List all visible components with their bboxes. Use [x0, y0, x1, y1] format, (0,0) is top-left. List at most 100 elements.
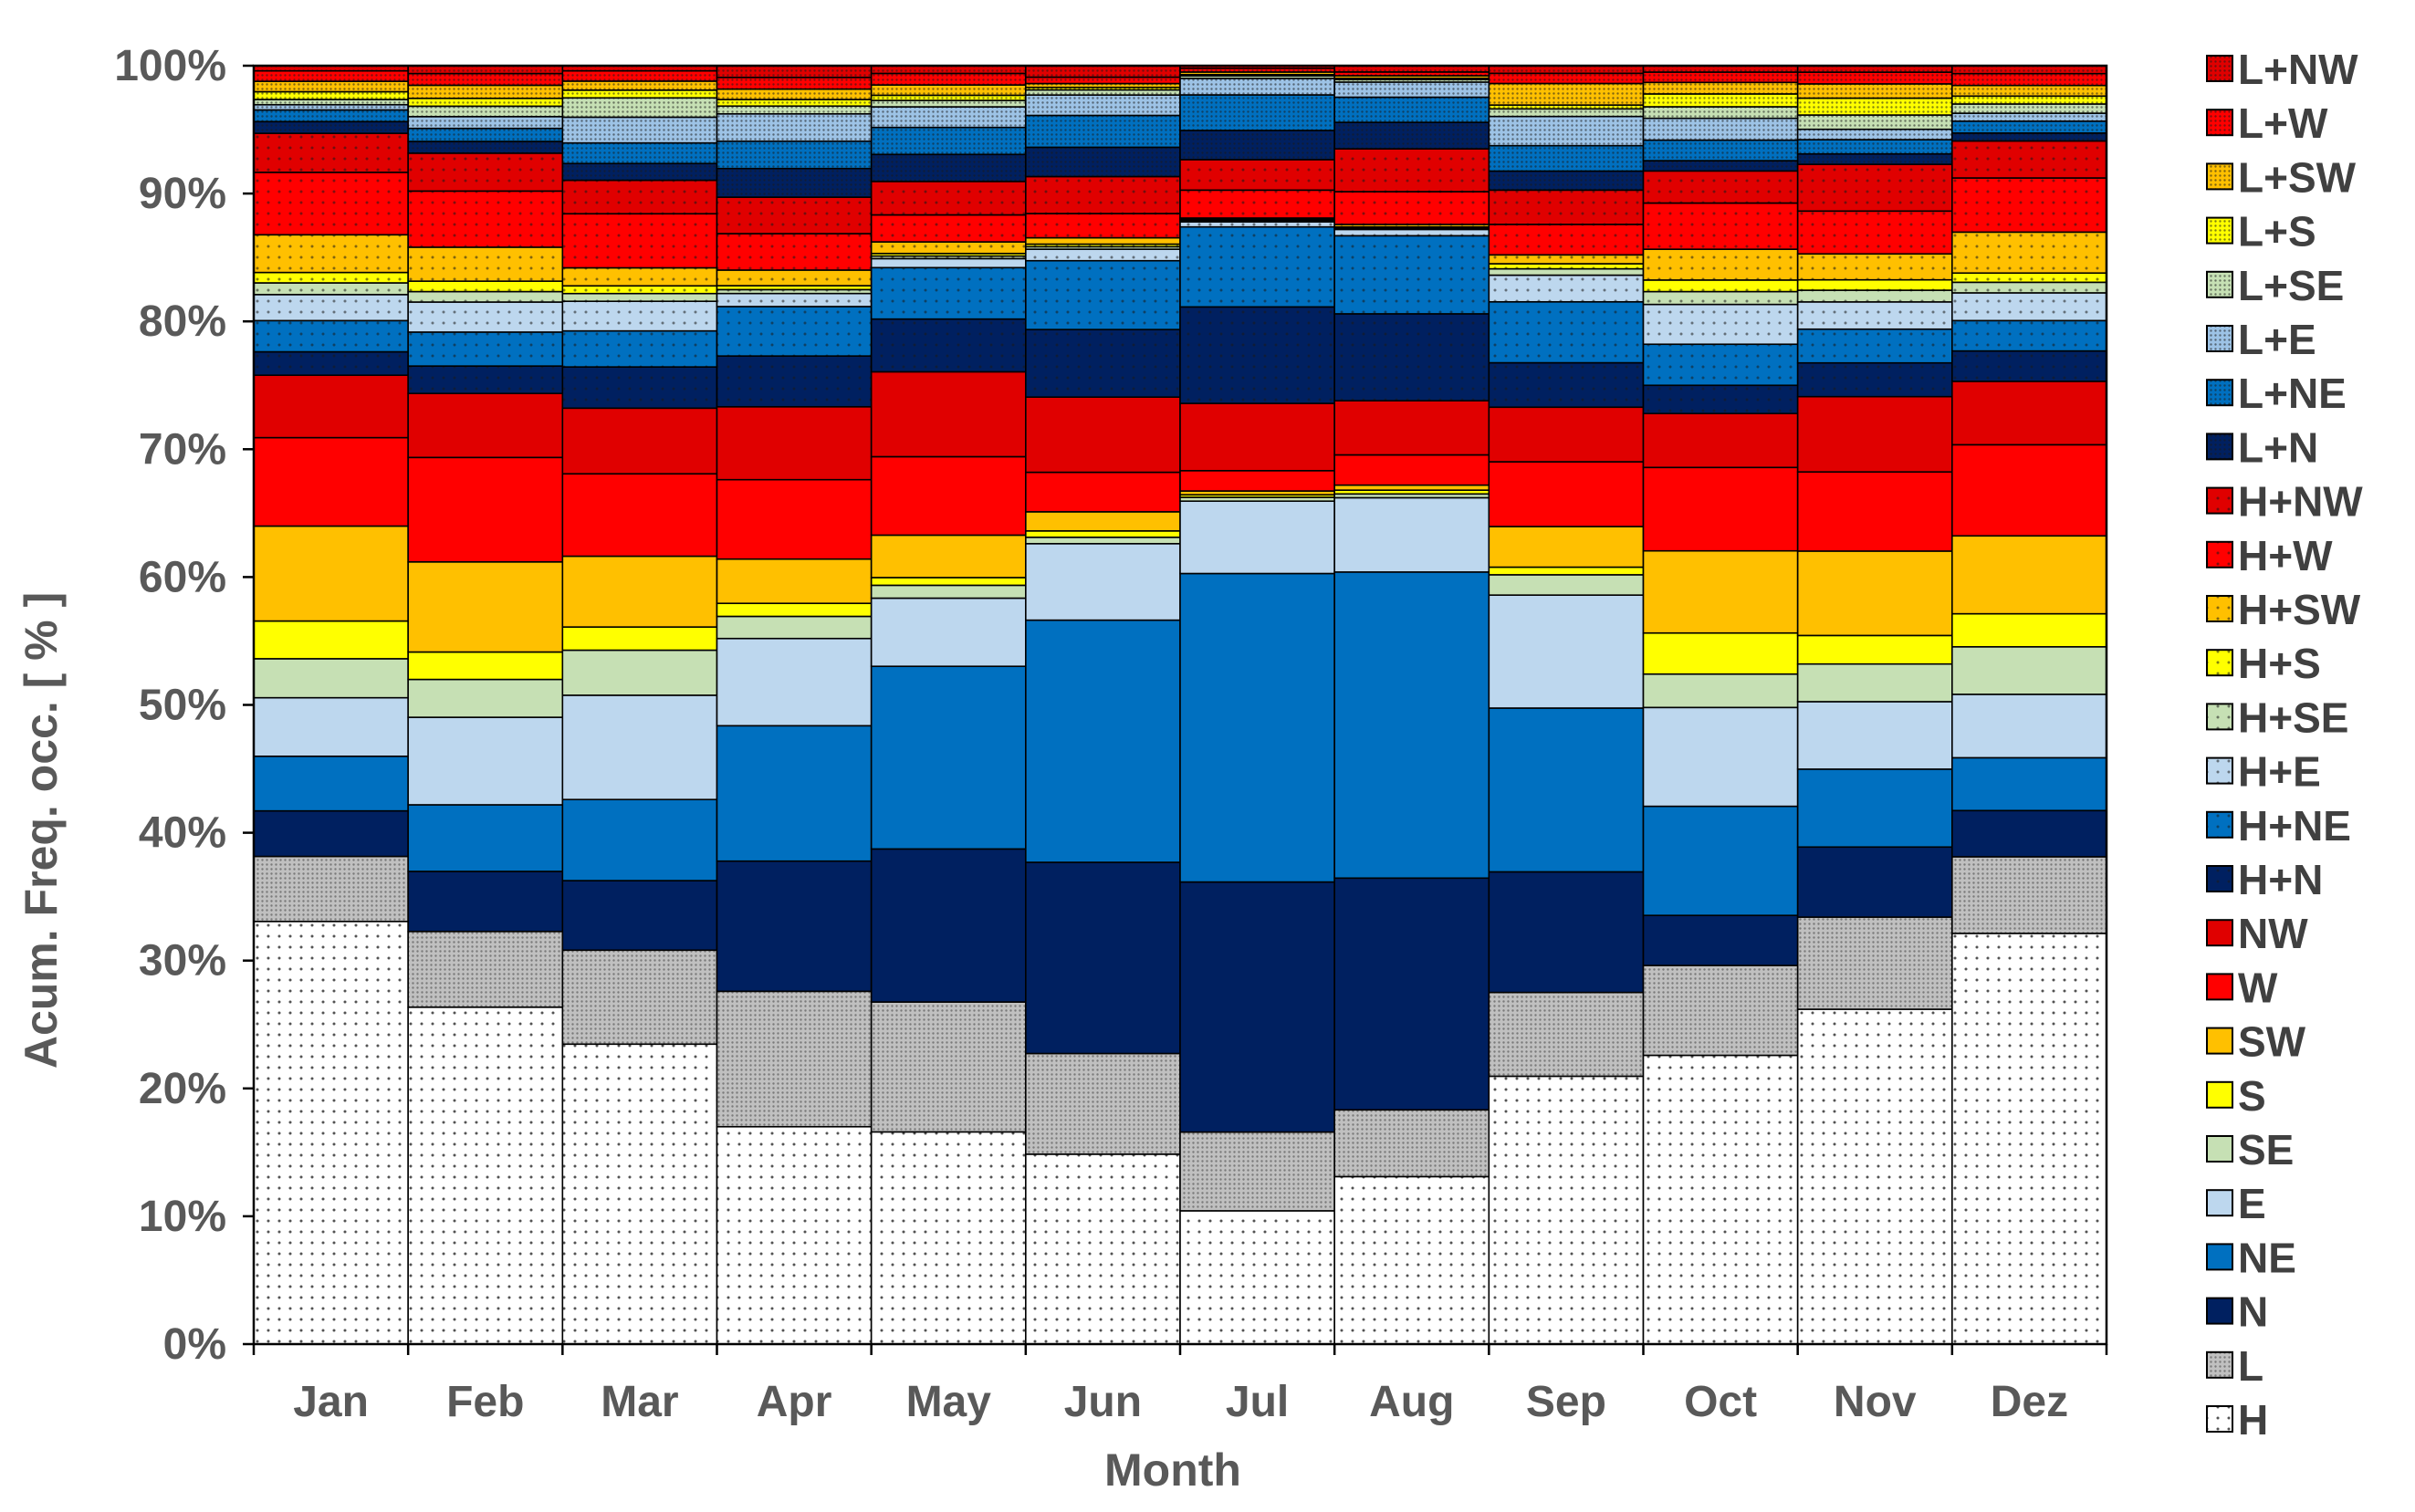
bar-segment-oct-l-e — [1642, 117, 1799, 141]
bar-segment-jan-l-w — [253, 69, 409, 82]
bar-segment-jul-ne — [1179, 572, 1335, 883]
bar-segment-sep-l-e — [1488, 115, 1645, 147]
bar-segment-may-l-w — [870, 72, 1027, 86]
bar-segment-jun-l-ne — [1025, 114, 1181, 149]
bar-segment-apr-se — [716, 615, 873, 640]
bar-segment-dez-l-ne — [1951, 120, 2107, 134]
bar-segment-jan-h — [253, 921, 409, 1345]
y-tick-label: 90% — [139, 170, 226, 218]
bar-segment-nov-l-n — [1796, 152, 1953, 165]
bar-segment-feb-se — [407, 678, 564, 718]
x-axis: Jan Feb Mar Apr May Jun Jul Aug Sep Oct Nov Dez — [252, 1344, 2108, 1426]
bar-segment-dez-h-e — [1951, 292, 2107, 322]
bar-segment-sep-l-nw — [1488, 65, 1645, 75]
bar-segment-mar-h-nw — [561, 179, 718, 215]
bar-segment-feb-l-se — [407, 105, 564, 118]
bar-segment-jun-se — [1025, 537, 1181, 545]
legend-label-l-ne: L+NE — [2238, 370, 2347, 417]
bar-segment-oct-e — [1642, 706, 1799, 808]
bar-segment-oct-l-w — [1642, 71, 1799, 84]
legend-swatch-nw — [2206, 919, 2233, 947]
bar-segment-nov-se — [1796, 662, 1953, 703]
bar-segment-jun-l-w — [1025, 76, 1181, 85]
bar-segment-dez-se — [1951, 646, 2107, 695]
bar-segment-mar-h-se — [561, 292, 718, 302]
bar-segment-sep-sw — [1488, 526, 1645, 568]
y-tick-label: 60% — [139, 553, 226, 601]
bar-segment-jun-nw — [1025, 396, 1181, 474]
legend-label-w: W — [2238, 964, 2278, 1011]
bar-segment-dez-ne — [1951, 756, 2107, 812]
bar-segment-nov-l-w — [1796, 71, 1953, 85]
x-tick-label-sep: Sep — [1526, 1378, 1606, 1426]
legend-swatch-h-ne — [2206, 810, 2233, 839]
legend-swatch-w — [2206, 973, 2233, 1001]
bar-segment-may-h-w — [870, 214, 1027, 243]
bar-segment-feb-sw — [407, 560, 564, 653]
bar-segment-mar-l-w — [561, 69, 718, 82]
bar-segment-sep-l — [1488, 991, 1645, 1078]
bar-segment-sep-ne — [1488, 707, 1645, 873]
legend-label-h-sw: H+SW — [2238, 586, 2361, 633]
bar-segment-oct-nw — [1642, 412, 1799, 469]
bar-segment-mar-l-s — [561, 89, 718, 99]
bar-segment-feb-h-nw — [407, 152, 564, 193]
bar-segment-aug-n — [1333, 877, 1490, 1111]
bar-segment-oct-h-ne — [1642, 343, 1799, 387]
bar-segment-may-l-n — [870, 153, 1027, 182]
bar-segment-sep-h-se — [1488, 267, 1645, 276]
bar-segment-sep-h-w — [1488, 224, 1645, 256]
bar-segment-sep-w — [1488, 461, 1645, 527]
legend-swatch-l-nw — [2206, 55, 2233, 82]
bar-segment-jun-h-w — [1025, 213, 1181, 239]
bar-segment-mar-l — [561, 949, 718, 1046]
bar-segment-mar-e — [561, 694, 718, 800]
bar-segment-apr-h-ne — [716, 306, 873, 357]
bar-segment-apr-l-e — [716, 112, 873, 142]
legend-swatch-h-nw — [2206, 486, 2233, 515]
bar-segment-jul-h-ne — [1179, 225, 1335, 308]
bar-segment-oct-h-se — [1642, 290, 1799, 306]
legend-swatch-l-n — [2206, 433, 2233, 461]
bar-segment-jan-se — [253, 658, 409, 699]
bar-segment-dez-h-s — [1951, 272, 2107, 284]
bar-segment-feb-ne — [407, 804, 564, 872]
plot-area — [252, 64, 2108, 1346]
bar-segment-sep-h-sw — [1488, 254, 1645, 265]
bar-segment-nov-h-s — [1796, 278, 1953, 291]
bar-segment-oct-h — [1642, 1054, 1799, 1345]
bar-segment-mar-h-s — [561, 285, 718, 295]
bar-segment-feb-l-n — [407, 141, 564, 154]
bar-segment-sep-nw — [1488, 406, 1645, 463]
bar-segment-nov-l-e — [1796, 128, 1953, 141]
legend-swatch-l — [2206, 1350, 2233, 1379]
bar-segment-nov-h-sw — [1796, 253, 1953, 281]
bar-segment-feb-l-nw — [407, 65, 564, 75]
bar-segment-nov-l-ne — [1796, 139, 1953, 155]
bar-segment-oct-h-sw — [1642, 248, 1799, 281]
y-tick-label: 30% — [139, 937, 226, 985]
legend-label-l-e: L+E — [2238, 316, 2316, 363]
y-axis-title: Acum. Freq. occ. [ % ] — [16, 592, 67, 1069]
bar-segment-jun-sw — [1025, 511, 1181, 532]
bar-segment-jun-l-nw — [1025, 65, 1181, 78]
bar-segment-nov-l-s — [1796, 97, 1953, 116]
legend-label-l-n: L+N — [2238, 423, 2318, 471]
bar-segment-sep-h-n — [1488, 361, 1645, 409]
bar-segment-apr-h — [716, 1125, 873, 1345]
bar-segment-apr-l-s — [716, 99, 873, 108]
bar-segment-aug-h-w — [1333, 191, 1490, 225]
bar-segment-dez-l-e — [1951, 112, 2107, 122]
legend-label-h-ne: H+NE — [2238, 802, 2351, 850]
bar-segment-jul-e — [1179, 500, 1335, 575]
bar-segment-oct-s — [1642, 631, 1799, 675]
legend-label-ne: NE — [2238, 1234, 2296, 1281]
bar-segment-jan-h-n — [253, 350, 409, 377]
y-tick-label: 0% — [163, 1320, 226, 1369]
x-tick-label-jun: Jun — [1064, 1378, 1142, 1426]
bar-segment-aug-l-n — [1333, 121, 1490, 150]
legend-label-sw: SW — [2238, 1018, 2306, 1066]
bar-segment-may-n — [870, 848, 1027, 1003]
bar-segment-apr-h-e — [716, 292, 873, 308]
